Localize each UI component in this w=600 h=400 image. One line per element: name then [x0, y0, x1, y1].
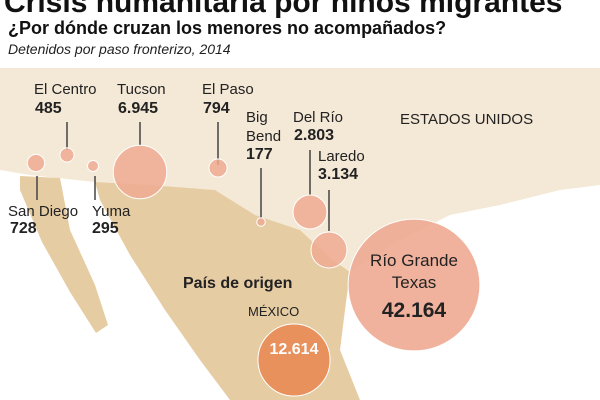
crossing-value: 2.803	[294, 127, 335, 144]
origin-heading: País de origen	[183, 275, 292, 292]
crossing-name: Big Bend	[246, 109, 282, 145]
crossing-name: Tucson	[117, 81, 166, 98]
crossing-name: Río Grande Texas	[370, 251, 458, 292]
crossing-bubble	[26, 153, 46, 173]
crossing-name: Del Río	[293, 109, 344, 126]
origin-bubble	[257, 323, 331, 397]
crossing-value: 728	[10, 220, 37, 237]
title: Crisis humanitaria por niños migrantes	[4, 0, 562, 19]
leader-lines	[36, 122, 330, 231]
subtitle: ¿Por dónde cruzan los menores no acompañ…	[8, 18, 446, 38]
crossing-value: 794	[203, 100, 230, 117]
crossing-bubble	[86, 159, 100, 173]
crossing-value: 6.945	[118, 100, 159, 117]
crossing-name: Laredo	[318, 148, 365, 165]
crossing-bubble	[256, 217, 266, 227]
usa	[0, 68, 600, 272]
crossing-value: 485	[35, 100, 62, 117]
note: Detenidos por paso fronterizo, 2014	[8, 41, 231, 57]
crossing-value: 177	[246, 146, 273, 163]
crossing-value: 295	[92, 220, 119, 237]
crossing-bubble	[310, 231, 348, 269]
crossing-value: 42.164	[381, 299, 447, 322]
crossing-name: El Paso	[202, 81, 254, 98]
crossing-name: El Centro	[34, 81, 97, 98]
crossing-bubble	[112, 144, 168, 200]
crossing-name: San Diego	[8, 203, 79, 220]
crossing-bubble	[347, 218, 481, 352]
country-label: ESTADOS UNIDOS	[400, 111, 533, 128]
origin-value: 12.614	[269, 341, 319, 358]
crossing-value: 3.134	[318, 166, 359, 183]
crossing-bubble	[208, 158, 228, 178]
baja-california	[20, 176, 108, 333]
crossing-bubble	[59, 147, 75, 163]
origin-name: MÉXICO	[248, 304, 299, 319]
bubbles	[26, 144, 481, 397]
crossing-bubble	[292, 194, 328, 230]
crossing-name: Yuma	[92, 203, 131, 220]
